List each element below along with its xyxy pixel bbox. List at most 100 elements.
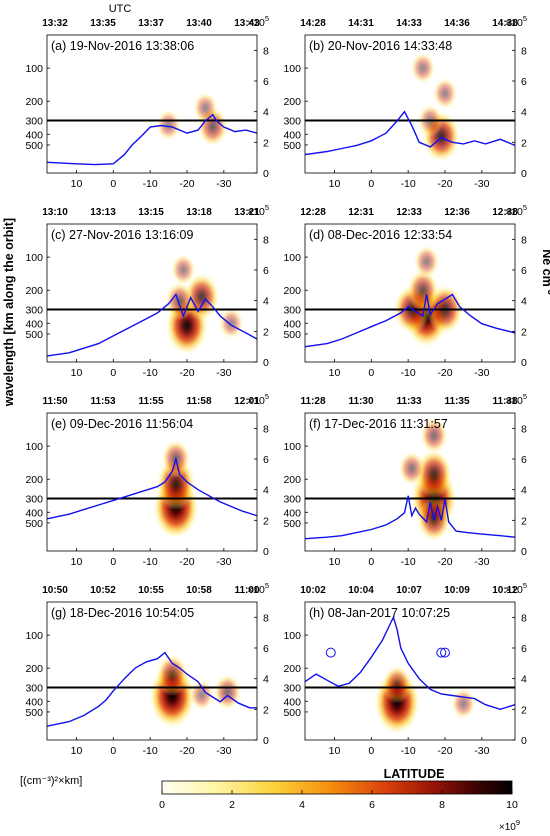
heatmap-blob xyxy=(218,307,244,340)
x-tick-label: -30 xyxy=(474,556,489,568)
right-tick-label: 6 xyxy=(263,643,269,655)
utc-tick-label: 13:15 xyxy=(138,207,164,218)
utc-tick-label: 14:28 xyxy=(300,18,326,29)
right-tick-label: 8 xyxy=(263,45,269,57)
utc-tick-label: 10:55 xyxy=(138,585,164,596)
plot-frame xyxy=(304,412,516,552)
y-tick-label: 200 xyxy=(25,663,43,675)
utc-tick-label: 11:58 xyxy=(186,396,211,407)
utc-tick-label: 13:13 xyxy=(90,207,116,218)
plot-background xyxy=(47,35,257,173)
heatmap-blob xyxy=(419,417,449,454)
plot-background xyxy=(47,224,257,362)
y-tick-label: 500 xyxy=(283,140,301,152)
x-tick-label: -20 xyxy=(179,745,194,757)
panel-h: (h) 08-Jan-2017 10:07:25 10:02 10:04 10:07 1… xyxy=(283,581,527,757)
y-tick-label: 300 xyxy=(283,494,301,506)
utc-tick-label: 10:58 xyxy=(186,585,212,596)
right-tick-label: 6 xyxy=(263,454,269,466)
right-tick-label: 0 xyxy=(263,546,269,558)
x-tick-label: -10 xyxy=(401,556,416,568)
utc-tick-label: 10:09 xyxy=(444,585,470,596)
right-axis-multiplier: ×105 xyxy=(505,14,527,29)
y-tick-label: 400 xyxy=(283,696,301,708)
x-tick-label: -10 xyxy=(143,745,158,757)
x-tick-label: 10 xyxy=(329,556,341,568)
right-tick-label: 2 xyxy=(263,326,269,338)
utc-tick-label: 10:04 xyxy=(348,585,374,596)
heatmap-blob xyxy=(156,653,189,696)
right-tick-label: 6 xyxy=(521,643,527,655)
heatmap-blob xyxy=(170,253,196,286)
colorbar-tick-label: 0 xyxy=(159,799,165,811)
panel-title: (b) 20-Nov-2016 14:33:48 xyxy=(309,39,452,53)
utc-tick-label: 10:07 xyxy=(396,585,422,596)
y-tick-label: 200 xyxy=(283,96,301,108)
y-tick-label: 300 xyxy=(283,116,301,128)
y-tick-label: 400 xyxy=(283,318,301,330)
colorbar-tick-label: 4 xyxy=(299,799,305,811)
right-tick-label: 2 xyxy=(521,704,527,716)
y-tick-label: 100 xyxy=(283,252,301,264)
x-tick-label: -30 xyxy=(216,367,231,379)
utc-tick-label: 11:33 xyxy=(396,396,421,407)
x-tick-label: -30 xyxy=(216,178,231,190)
panel-b: (b) 20-Nov-2016 14:33:48 14:28 14:31 14:33 1… xyxy=(283,14,527,190)
y-tick-label: 400 xyxy=(25,318,43,330)
plot-background xyxy=(47,413,257,551)
utc-tick-label: 13:35 xyxy=(90,18,116,29)
y-tick-label: 100 xyxy=(283,630,301,642)
utc-tick-label: 11:38 xyxy=(492,396,517,407)
utc-tick-label: 14:38 xyxy=(492,18,518,29)
right-tick-label: 2 xyxy=(263,137,269,149)
x-tick-label: 10 xyxy=(329,367,341,379)
right-tick-label: 0 xyxy=(521,168,527,180)
utc-tick-label: 11:00 xyxy=(234,585,259,596)
y-tick-label: 300 xyxy=(25,116,43,128)
utc-tick-label: 14:36 xyxy=(444,18,470,29)
heatmap-blob xyxy=(415,449,453,499)
x-tick-label: 0 xyxy=(368,178,374,190)
x-tick-label: -20 xyxy=(437,178,452,190)
marker-circle xyxy=(436,647,447,658)
panel-e: (e) 09-Dec-2016 11:56:04 11:50 11:53 11:55 1… xyxy=(25,392,269,568)
right-tick-label: 0 xyxy=(521,546,527,558)
x-tick-label: 10 xyxy=(329,745,341,757)
right-tick-label: 4 xyxy=(521,674,527,686)
right-tick-label: 8 xyxy=(521,423,527,435)
panel-c: (c) 27-Nov-2016 13:16:09 13:10 13:13 13:15 1… xyxy=(25,203,269,379)
ne-profile-line xyxy=(305,615,515,711)
right-tick-label: 2 xyxy=(521,515,527,527)
colorbar-unit-label: [(cm⁻³)²×km] xyxy=(20,775,82,787)
heatmap-blob xyxy=(213,673,242,711)
right-tick-label: 4 xyxy=(521,485,527,497)
panel-d: (d) 08-Dec-2016 12:33:54 12:28 12:31 12:33 1… xyxy=(283,203,527,379)
panel-title: (c) 27-Nov-2016 13:16:09 xyxy=(51,228,193,242)
colorbar-tick-label: 2 xyxy=(229,799,235,811)
right-tick-label: 0 xyxy=(263,357,269,369)
utc-tick-label: 10:02 xyxy=(300,585,326,596)
y-tick-label: 200 xyxy=(25,96,43,108)
utc-tick-label: 12:01 xyxy=(234,396,260,407)
right-tick-label: 0 xyxy=(521,735,527,747)
x-tick-label: -30 xyxy=(474,178,489,190)
right-tick-label: 6 xyxy=(263,76,269,88)
panel-title: (a) 19-Nov-2016 13:38:06 xyxy=(51,39,194,53)
plot-background xyxy=(47,602,257,740)
y-tick-label: 500 xyxy=(25,329,43,341)
y-tick-label: 300 xyxy=(25,494,43,506)
plot-background xyxy=(305,35,515,173)
utc-tick-label: 13:43 xyxy=(234,18,260,29)
ne-profile-line xyxy=(305,293,515,348)
right-tick-label: 8 xyxy=(521,612,527,624)
panel-title: (d) 08-Dec-2016 12:33:54 xyxy=(309,228,452,242)
panel-g: (g) 18-Dec-2016 10:54:05 10:50 10:52 10:55 1… xyxy=(25,581,269,757)
right-axis-multiplier: ×105 xyxy=(505,203,527,218)
y-tick-label: 400 xyxy=(25,507,43,519)
panels: (a) 19-Nov-2016 13:38:06 13:32 13:35 13:37 1… xyxy=(25,14,527,757)
ne-profile-line xyxy=(47,456,257,520)
panel-f: (f) 17-Dec-2016 11:31:57 11:28 11:30 11:33 1… xyxy=(283,392,527,568)
x-tick-label: -10 xyxy=(401,745,416,757)
y-tick-label: 100 xyxy=(25,441,43,453)
x-tick-label: -10 xyxy=(401,178,416,190)
